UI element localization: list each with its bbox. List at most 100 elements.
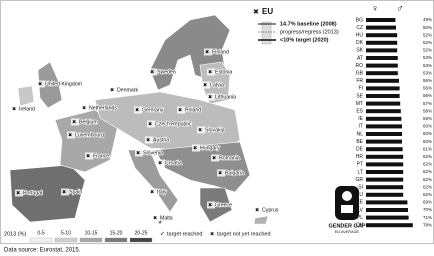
status-icon: ✖ xyxy=(148,121,152,127)
country-label: Hungary xyxy=(200,145,220,151)
country-code: IT xyxy=(359,124,363,130)
value-label: 52% xyxy=(423,48,432,53)
country-label-bg xyxy=(145,136,153,144)
country-label: Greece xyxy=(215,202,232,208)
country-label: Lithuania xyxy=(215,94,236,100)
class-swatch xyxy=(29,237,53,243)
class-swatch xyxy=(129,237,153,243)
country-label: Netherlands xyxy=(89,105,117,111)
country-label-bg xyxy=(149,188,157,196)
country-label-bg xyxy=(85,152,93,160)
close-icon: ✖ xyxy=(253,9,259,16)
gap-bar xyxy=(366,63,398,68)
country-label-bg xyxy=(207,93,215,101)
value-label: 78% xyxy=(423,222,432,227)
great-britain xyxy=(37,61,63,109)
gap-bar xyxy=(366,223,413,228)
gap-bar xyxy=(366,78,399,83)
status-icon: ✖ xyxy=(86,153,90,159)
target-label: <10% target (2020) xyxy=(280,37,329,43)
country-label-bg xyxy=(254,206,262,214)
legend-title: 2013 (%) xyxy=(4,231,26,237)
source: Data source: Eurostat, 2015. xyxy=(4,248,81,254)
gender-gap-title: GENDER GAP xyxy=(329,223,366,229)
value-label: 49% xyxy=(423,17,432,22)
country-label: Ireland xyxy=(19,106,35,112)
status-icon: ✖ xyxy=(146,137,150,143)
value-label: 50% xyxy=(423,25,432,30)
gap-bar xyxy=(366,177,404,182)
value-label: 57% xyxy=(423,101,432,106)
country-label-bg xyxy=(134,106,142,114)
country-code: HU xyxy=(356,33,364,39)
status-icon: ✖ xyxy=(68,132,72,138)
status-icon: ✖ xyxy=(16,190,20,196)
country-label-bg xyxy=(204,48,212,56)
country-code: PT xyxy=(357,162,363,168)
country-label-bg xyxy=(81,104,89,112)
status-icon: ✖ xyxy=(110,87,114,93)
country-label: Luxembourg xyxy=(75,132,104,138)
country-code: MT xyxy=(356,101,363,107)
country-label: Slovakia xyxy=(205,127,225,133)
gap-bar xyxy=(366,48,398,53)
country-label-bg xyxy=(217,169,225,177)
country-code: GR xyxy=(356,177,364,183)
baseline-label: 14.7% baseline (2008) xyxy=(280,21,337,27)
country-code: DK xyxy=(356,40,364,46)
country-label-bg xyxy=(202,81,210,89)
top-legend: ✖ EU 14.7% baseline (2008) progress/regr… xyxy=(253,7,339,45)
country-code: EE xyxy=(356,200,363,206)
italy xyxy=(127,149,179,213)
country-label: Slovenia xyxy=(143,150,163,156)
gap-bar xyxy=(366,25,396,30)
country-label-bg xyxy=(152,214,160,222)
class-swatch xyxy=(104,237,128,243)
bottom-legend: 2013 (%) target reached ✓ ✖ target not y… xyxy=(4,231,271,237)
country-label: Austria xyxy=(153,137,169,143)
status-icon: ✖ xyxy=(135,107,139,113)
status-icon: ✖ xyxy=(62,189,66,195)
country-code: AT xyxy=(357,55,363,61)
gender-gap-icon: GENDER GAP EU AVERAGE xyxy=(329,186,366,234)
value-label: 52% xyxy=(423,40,432,45)
status-icon: ✖ xyxy=(38,81,42,87)
country-label-bg xyxy=(67,131,75,139)
country-code: CZ xyxy=(356,25,363,31)
gap-bar xyxy=(366,40,398,45)
country-label-bg xyxy=(207,201,215,209)
country-label-bg xyxy=(177,106,185,114)
value-label: 62% xyxy=(423,177,432,182)
class-swatch xyxy=(54,237,78,243)
country-label-bg xyxy=(149,68,157,76)
status-icon: ✖ xyxy=(218,170,222,176)
country-label: Romania xyxy=(219,155,240,161)
country-label-bg xyxy=(147,120,155,128)
country-label-bg xyxy=(15,189,23,197)
legend-title: EU xyxy=(262,7,273,16)
gap-bar xyxy=(366,185,404,190)
country-label-bg xyxy=(109,86,117,94)
value-label: 55% xyxy=(423,78,432,83)
value-label: 62% xyxy=(423,154,432,159)
value-label: 56% xyxy=(423,86,432,91)
not-reached-label: target not yet reached xyxy=(217,231,271,237)
country-code: DE xyxy=(356,147,364,153)
country-label: Denmark xyxy=(117,87,138,93)
map xyxy=(9,14,269,225)
country-label: Croatia xyxy=(165,160,182,166)
value-label: 62% xyxy=(423,162,432,167)
reached-label: target reached xyxy=(167,231,202,237)
country-label: Estonia xyxy=(215,69,232,75)
status-icon: ✖ xyxy=(198,127,202,133)
value-label: 62% xyxy=(423,169,432,174)
country-label: Italy xyxy=(157,189,167,195)
status-icon: ✖ xyxy=(158,160,162,166)
country-label-bg xyxy=(197,126,205,134)
class-label: 0-5 xyxy=(37,230,44,236)
class-label: 15-20 xyxy=(110,230,123,236)
country-code: GB xyxy=(356,71,364,77)
country-code: PL xyxy=(357,215,363,221)
